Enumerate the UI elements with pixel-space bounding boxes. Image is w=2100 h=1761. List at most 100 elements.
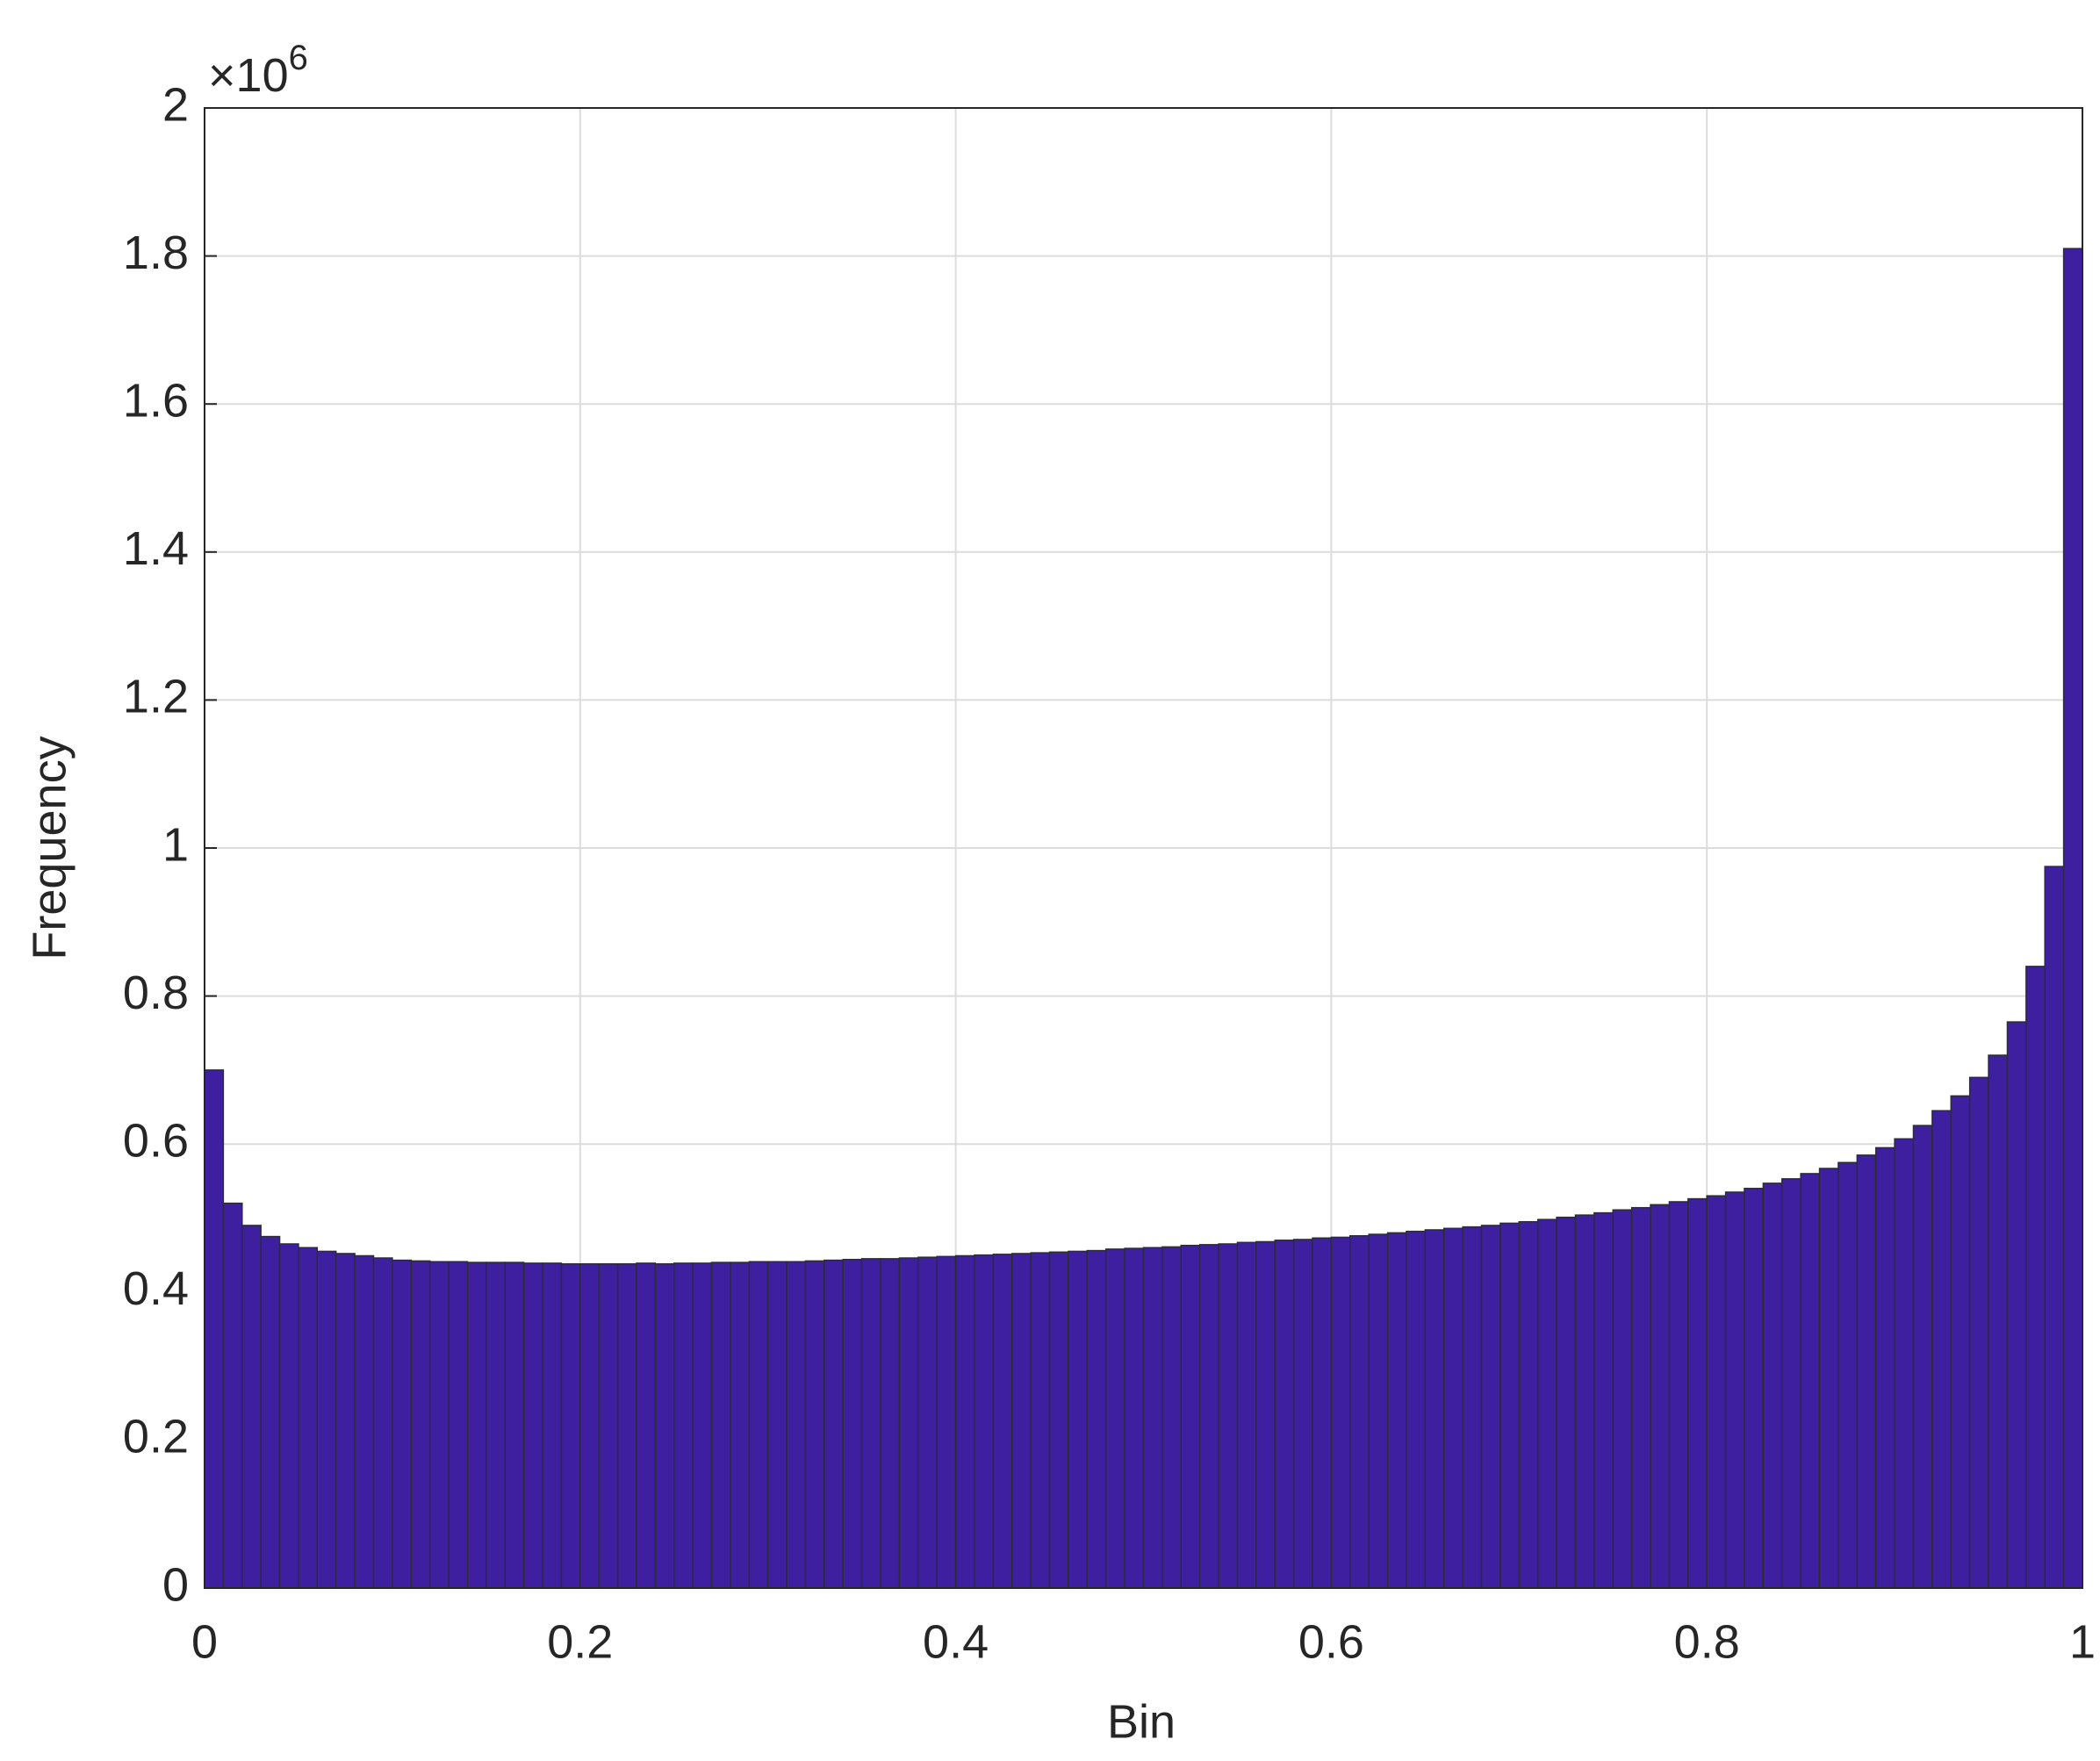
plot-frame [204, 107, 2083, 1589]
bar [560, 1263, 581, 1589]
bar [1912, 1125, 1933, 1589]
bar [1424, 1229, 1445, 1589]
bar [316, 1250, 337, 1589]
bar [2044, 866, 2065, 1589]
bar [1612, 1209, 1633, 1589]
bar [1818, 1168, 1839, 1589]
y-tick-label: 1.2 [123, 671, 189, 723]
bar [204, 1069, 225, 1589]
bar [1442, 1227, 1464, 1589]
bar [1856, 1154, 1877, 1589]
y-multiplier: ×106 [208, 39, 308, 103]
bar [1180, 1244, 1201, 1589]
x-tick-label: 0.6 [1298, 1615, 1364, 1668]
bar [710, 1261, 731, 1589]
bar [1386, 1232, 1407, 1589]
bar [936, 1255, 957, 1589]
bar [2025, 966, 2046, 1589]
bar [392, 1259, 413, 1589]
y-tick-label: 1.8 [123, 226, 189, 279]
bar [1630, 1206, 1651, 1589]
bar [1687, 1197, 1708, 1589]
bar [766, 1261, 788, 1589]
bar [880, 1258, 901, 1589]
bar [1030, 1252, 1051, 1589]
bar [428, 1261, 449, 1589]
y-tick-label: 1 [162, 818, 189, 871]
bar [1668, 1201, 1689, 1589]
bar [1068, 1250, 1089, 1589]
y-tick-label: 0 [162, 1558, 189, 1611]
bar [692, 1262, 713, 1589]
bar [1781, 1178, 1802, 1589]
y-multiplier-base: ×10 [208, 49, 289, 102]
bar [1968, 1076, 1989, 1589]
bar [1499, 1222, 1521, 1589]
bar [504, 1261, 525, 1589]
bar [372, 1257, 393, 1589]
y-tick-label: 0.8 [123, 967, 189, 1019]
bar [673, 1262, 694, 1589]
bar [1536, 1218, 1557, 1589]
bar [616, 1263, 637, 1589]
bar [898, 1257, 919, 1589]
bar [579, 1263, 600, 1589]
bar [974, 1254, 995, 1589]
bar [1274, 1240, 1295, 1589]
bar [1124, 1247, 1145, 1589]
bar [748, 1261, 769, 1589]
bar [1593, 1211, 1614, 1589]
x-axis-label: Bin [1107, 1695, 1176, 1748]
bar [954, 1254, 975, 1589]
bar [1480, 1225, 1501, 1589]
y-multiplier-exponent: 6 [289, 39, 308, 77]
bar [1556, 1216, 1577, 1589]
bar [410, 1260, 431, 1589]
bar [298, 1247, 319, 1589]
bar [1312, 1237, 1333, 1589]
bar [1650, 1204, 1671, 1589]
bar [466, 1261, 487, 1589]
bar [786, 1261, 807, 1589]
bar [1874, 1146, 1895, 1589]
bar [1086, 1249, 1107, 1589]
bar [654, 1263, 675, 1589]
bar [1048, 1251, 1069, 1589]
bar [1950, 1095, 1971, 1589]
x-tick-label: 0 [191, 1615, 218, 1668]
bar [354, 1254, 375, 1589]
bar [1368, 1233, 1389, 1589]
bar [1931, 1110, 1953, 1589]
bar [522, 1262, 543, 1589]
bar [1574, 1214, 1595, 1589]
bar [1330, 1236, 1351, 1589]
y-tick-label: 1.4 [123, 522, 189, 575]
bar [992, 1254, 1013, 1589]
bar [1161, 1246, 1183, 1589]
bar [1104, 1248, 1126, 1589]
y-tick-label: 0.2 [123, 1411, 189, 1463]
bar [823, 1259, 845, 1589]
bar [1706, 1195, 1727, 1589]
bar [598, 1263, 619, 1589]
bar [1349, 1234, 1370, 1589]
y-axis-label: Frequency [23, 736, 76, 960]
x-tick-label: 0.8 [1674, 1615, 1740, 1668]
bar [860, 1258, 881, 1589]
bar [730, 1261, 751, 1589]
bar [1894, 1138, 1915, 1589]
y-tick-label: 0.4 [123, 1262, 189, 1315]
bar [1198, 1244, 1219, 1589]
bar [917, 1256, 938, 1589]
bar [1236, 1241, 1257, 1589]
bar [1724, 1191, 1745, 1589]
bar [842, 1258, 863, 1589]
bar [222, 1202, 243, 1589]
bar [1988, 1054, 2009, 1589]
bar [1142, 1247, 1163, 1589]
y-tick-label: 1.6 [123, 374, 189, 427]
bar [1838, 1161, 1859, 1589]
bar [542, 1262, 563, 1589]
